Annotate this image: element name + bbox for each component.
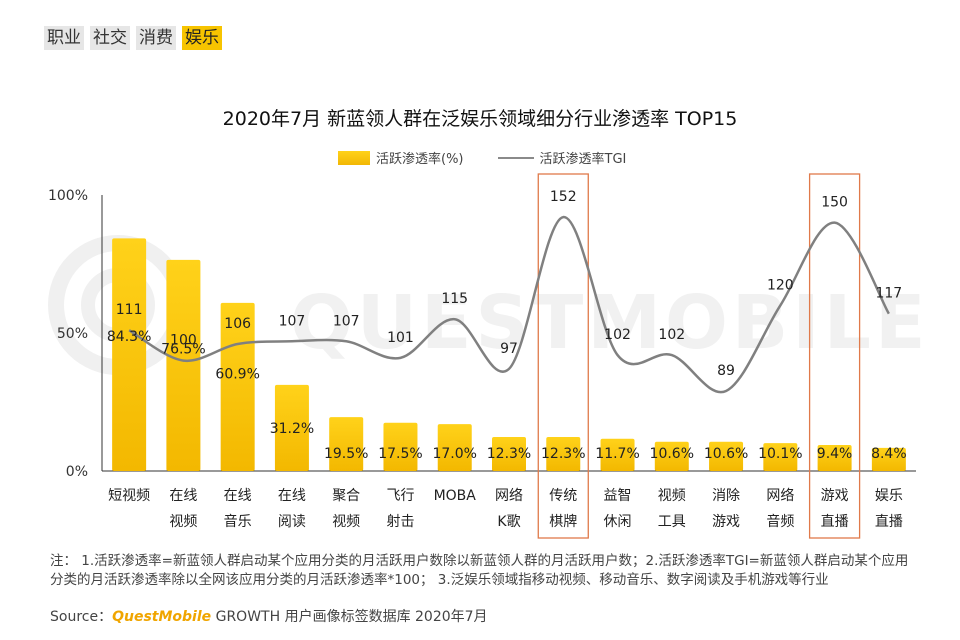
x-category-label: 飞行 — [386, 488, 414, 504]
tgi-label: 107 — [333, 313, 360, 329]
bar — [437, 424, 472, 471]
x-category-label: 工具 — [658, 514, 686, 530]
x-category-label: 在线 — [278, 488, 306, 504]
bar — [383, 422, 418, 471]
bar-value-label: 12.3% — [487, 446, 531, 462]
x-category-label: 在线 — [169, 488, 197, 504]
bar-value-label: 17.5% — [378, 446, 422, 462]
tgi-label: 100 — [170, 333, 197, 349]
legend-line: 活跃渗透率TGI — [497, 148, 627, 167]
chart-legend: 活跃渗透率(%) 活跃渗透率TGI — [338, 148, 626, 167]
x-category-label: K歌 — [497, 514, 520, 530]
x-category-label: 益智 — [604, 488, 632, 504]
bar-value-label: 10.6% — [650, 446, 694, 462]
bar — [600, 438, 635, 471]
bar — [112, 238, 147, 471]
tab-social[interactable]: 社交 — [90, 26, 130, 50]
x-category-label: 视频 — [169, 514, 197, 530]
x-category-label: 视频 — [658, 488, 686, 504]
legend-line-label: 活跃渗透率TGI — [539, 152, 627, 167]
footnote: 注： 1.活跃渗透率=新蓝领人群启动某个应用分类的月活跃用户数除以新蓝领人群的月… — [50, 553, 909, 588]
x-category-label: 休闲 — [604, 514, 632, 530]
bar — [817, 445, 852, 471]
x-category-label: 消除 — [712, 488, 740, 504]
x-category-label: 游戏 — [712, 514, 740, 530]
tgi-label: 102 — [604, 327, 631, 343]
legend-line-swatch — [497, 156, 534, 159]
legend-bar: 活跃渗透率(%) — [338, 148, 464, 167]
x-category-label: 游戏 — [821, 488, 849, 504]
x-category-label: 娱乐 — [875, 488, 903, 504]
bar-value-label: 84.3% — [107, 329, 151, 345]
x-category-label: 传统 — [549, 488, 577, 504]
source-brand: QuestMobile — [112, 609, 212, 625]
y-tick-label: 50% — [57, 326, 88, 342]
tgi-label: 120 — [767, 277, 794, 293]
highlight-box — [808, 173, 861, 539]
x-category-label: 阅读 — [278, 513, 306, 530]
legend-bar-swatch — [338, 150, 370, 165]
source-rest: GROWTH 用户画像标签数据库 2020年7月 — [211, 609, 488, 625]
tgi-label: 111 — [116, 302, 143, 318]
tgi-label: 89 — [717, 363, 735, 379]
legend-bar-label: 活跃渗透率(%) — [376, 152, 464, 167]
bar — [546, 437, 581, 471]
x-category-label: 音乐 — [224, 513, 252, 530]
x-category-label: 棋牌 — [549, 513, 577, 530]
source-label: Source： — [50, 609, 113, 625]
tgi-line — [128, 215, 890, 394]
x-category-label: 聚合 — [332, 488, 360, 504]
highlight-box — [537, 173, 589, 539]
tgi-label: 152 — [550, 189, 577, 205]
bar-value-label: 10.1% — [758, 446, 802, 462]
bar-value-label: 17.0% — [432, 446, 476, 462]
tab-occupation[interactable]: 职业 — [44, 26, 84, 50]
bar — [274, 384, 309, 471]
x-category-label: 直播 — [875, 513, 903, 530]
tgi-label: 101 — [387, 330, 414, 346]
x-category-label: MOBA — [434, 488, 477, 504]
source-line: Source：QuestMobile GROWTH 用户画像标签数据库 2020… — [50, 606, 488, 626]
bar-value-label: 31.2% — [270, 421, 314, 437]
bar — [166, 259, 201, 471]
bar-value-label: 11.7% — [595, 446, 639, 462]
bar-value-label: 12.3% — [541, 446, 585, 462]
bar — [492, 437, 526, 471]
tab-entertainment[interactable]: 娱乐 — [182, 26, 222, 50]
chart-title: 2020年7月 新蓝领人群在泛娱乐领域细分行业渗透率 TOP15 — [222, 108, 738, 130]
x-category-label: 短视频 — [108, 488, 150, 504]
tgi-label: 107 — [279, 313, 306, 329]
tgi-label: 115 — [441, 291, 468, 307]
y-tick-label: 0% — [66, 464, 88, 480]
bar-value-label: 19.5% — [324, 446, 368, 462]
tab-consumption[interactable]: 消费 — [136, 26, 176, 50]
tgi-label: 97 — [500, 341, 518, 357]
bar — [654, 441, 689, 471]
bar — [329, 417, 364, 471]
bar-value-label: 76.5% — [161, 342, 205, 358]
x-category-label: 在线 — [224, 488, 252, 504]
bar-value-label: 9.4% — [817, 446, 853, 462]
bar-value-label: 8.4% — [871, 446, 907, 462]
x-category-label: 视频 — [332, 514, 360, 530]
bar — [220, 302, 255, 471]
bar-value-label: 60.9% — [215, 367, 259, 383]
bar — [709, 441, 744, 471]
x-category-label: 网络 — [495, 488, 523, 504]
tgi-label: 117 — [875, 286, 902, 302]
tgi-label: 150 — [821, 195, 848, 211]
watermark-text: QUESTMOBILE — [290, 280, 930, 366]
tgi-label: 102 — [658, 327, 685, 343]
x-category-label: 音频 — [766, 513, 794, 530]
bar-value-label: 10.6% — [704, 446, 748, 462]
y-tick-label: 100% — [48, 188, 88, 204]
x-category-label: 直播 — [821, 513, 849, 530]
bar — [871, 447, 906, 471]
x-category-label: 射击 — [386, 514, 414, 530]
category-tabs: 职业 社交 消费 娱乐 — [44, 26, 222, 50]
tgi-label: 106 — [224, 316, 251, 332]
bar — [763, 443, 798, 471]
x-category-label: 网络 — [766, 488, 794, 504]
